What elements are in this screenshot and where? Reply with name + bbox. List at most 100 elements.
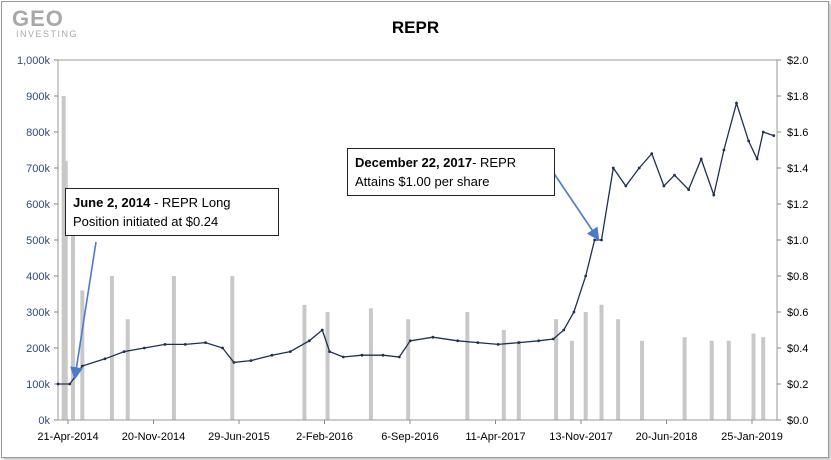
price-point [431, 335, 435, 339]
price-point [562, 328, 566, 332]
right-tick-label: $0.6 [787, 307, 808, 319]
volume-bar [554, 319, 559, 420]
annotation-arrow [70, 241, 97, 380]
price-point [747, 139, 751, 143]
right-tick-label: $0.2 [787, 379, 808, 391]
annotation-arrows [70, 171, 600, 380]
x-axis-ticks: 21-Apr-2014 20-Nov-2014 29-Jun-2015 2-Feb-2… [37, 420, 783, 443]
price-point [572, 310, 576, 314]
price-point [232, 361, 236, 364]
right-tick-label: $0.0 [787, 415, 808, 427]
price-point [163, 343, 167, 346]
right-tick-label: $1.0 [787, 235, 808, 247]
price-line-layer [56, 100, 776, 386]
volume-bar [125, 319, 130, 420]
volume-bar [109, 276, 114, 420]
left-tick-label: 100k [26, 379, 50, 391]
volume-bar [516, 340, 521, 420]
price-point [600, 238, 603, 242]
price-point [772, 134, 776, 138]
x-tick-label: 29-Jun-2015 [208, 431, 270, 443]
price-point [624, 184, 628, 188]
plot-border [57, 59, 778, 421]
price-point [103, 357, 107, 361]
price-point [476, 341, 480, 344]
left-tick-label: 1,000k [17, 55, 51, 67]
price-point [204, 341, 207, 344]
volume-bar [569, 340, 574, 420]
volume-bar [501, 330, 506, 420]
price-point [307, 339, 311, 343]
left-tick-label: 300k [26, 307, 50, 319]
price-point [249, 359, 253, 362]
price-point [637, 166, 641, 170]
price-point [80, 364, 84, 368]
price-point [360, 353, 364, 357]
volume-bar [230, 276, 235, 420]
left-tick-label: 900k [26, 91, 50, 103]
volume-bar [599, 304, 604, 420]
price-point [183, 343, 187, 346]
volume-bar [761, 337, 766, 420]
left-tick-label: 500k [26, 235, 50, 247]
price-point [381, 353, 385, 357]
x-tick-label: 25-Jan-2019 [721, 431, 783, 443]
left-tick-label: 200k [26, 343, 50, 355]
left-tick-label: 400k [26, 271, 50, 283]
volume-bar [616, 319, 621, 420]
price-point [611, 166, 615, 170]
price-point [221, 346, 224, 350]
right-tick-label: $1.8 [787, 91, 808, 103]
left-tick-label: 0k [38, 415, 50, 427]
price-point [142, 346, 146, 350]
volume-bar [171, 276, 176, 420]
price-point [122, 350, 126, 353]
geo-investing-logo: GEO INVESTING [12, 6, 78, 39]
volume-bar [465, 312, 470, 420]
volume-bars [61, 96, 766, 421]
volume-bar [61, 96, 66, 420]
volume-bar [709, 340, 714, 420]
price-point [593, 238, 597, 242]
price-point [456, 339, 460, 343]
price-point [320, 328, 324, 332]
left-tick-label: 700k [26, 163, 50, 175]
x-tick-label: 20-Nov-2014 [122, 431, 186, 443]
volume-bar [406, 319, 411, 420]
plot-area [57, 59, 778, 421]
price-point [761, 130, 765, 134]
price-point [699, 157, 703, 161]
volume-bar [70, 232, 75, 420]
price-point [537, 339, 541, 343]
right-tick-label: $1.2 [787, 199, 808, 211]
price-point [712, 193, 716, 197]
price-point [584, 274, 588, 278]
right-tick-label: $2.0 [787, 55, 808, 67]
price-point [288, 350, 292, 353]
volume-bar [640, 340, 645, 420]
left-axis-ticks: 0k 100k 200k 300k 400k 500k 600k 700k 800k 900k 1,… [17, 55, 58, 427]
annotation-june-2014: June 2, 2014 - REPR Long Position initia… [65, 188, 279, 236]
annotation-2-date: December 22, 2017 [355, 155, 473, 170]
annotation-1-text: - REPR Long [150, 195, 231, 210]
chart-title: REPR [391, 18, 440, 37]
price-point [722, 148, 726, 152]
volume-bar [63, 160, 68, 421]
volume-bar [325, 312, 330, 420]
annotation-dec-2017: December 22, 2017- REPR Attains $1.00 pe… [347, 148, 555, 196]
volume-bar [682, 337, 687, 420]
right-tick-label: $1.6 [787, 127, 808, 139]
price-point [650, 152, 654, 156]
x-tick-label: 20-Jun-2018 [636, 431, 698, 443]
x-tick-label: 21-Apr-2014 [37, 431, 98, 443]
volume-bar [80, 290, 85, 420]
volume-bar [583, 312, 588, 420]
price-point [662, 184, 666, 188]
price-point [397, 355, 401, 359]
price-line [58, 100, 775, 385]
x-tick-label: 2-Feb-2016 [296, 431, 353, 443]
right-axis-ticks: $0.0 $0.2 $0.4 $0.6 $0.8 $1.0 $1.2 $1.4 $1.6 $1.8… [777, 55, 808, 427]
volume-bar [751, 333, 756, 420]
price-point [341, 355, 345, 359]
